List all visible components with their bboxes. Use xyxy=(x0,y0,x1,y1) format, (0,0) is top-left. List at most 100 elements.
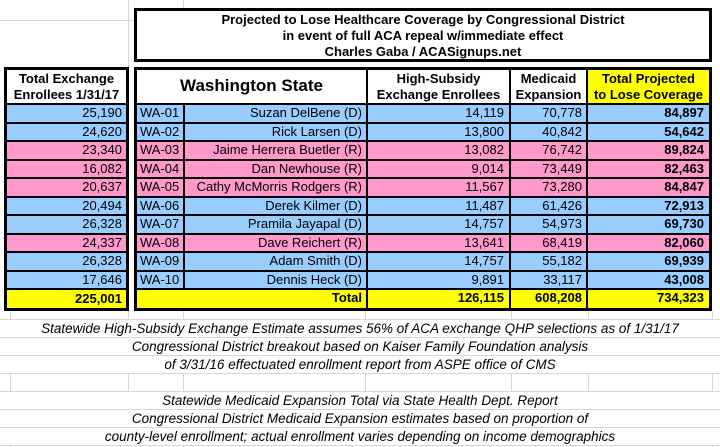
gridline xyxy=(365,373,366,391)
high-subsidy-cell[interactable]: 14,757 xyxy=(366,253,509,270)
exchange-enrollees-cell[interactable]: 20,494 xyxy=(7,197,126,216)
exchange-enrollees-cell[interactable]: 20,637 xyxy=(7,179,126,198)
representative-cell[interactable]: Pramila Jayapal (D) xyxy=(183,216,366,233)
washington-state-header-cell[interactable]: Washington State xyxy=(180,76,323,95)
district-cell[interactable]: WA-02 xyxy=(140,123,180,139)
gridline xyxy=(712,373,713,391)
high-subsidy-cell[interactable]: 11,487 xyxy=(366,197,509,214)
district-cell[interactable]: WA-09 xyxy=(140,253,180,268)
total-coverage-cell[interactable]: 69,730 xyxy=(586,216,709,233)
district-rows: WA-01 Suzan DelBene (D) 14,119 70,778 84,897… xyxy=(137,105,709,290)
gridline xyxy=(588,373,589,391)
high-subsidy-cell[interactable]: 13,641 xyxy=(366,234,509,251)
total-coverage-column-header[interactable]: Total Projected to Lose Coverage xyxy=(586,70,709,103)
representative-cell[interactable]: Jaime Herrera Buetler (R) xyxy=(183,142,366,159)
representative-cell[interactable]: Suzan DelBene (D) xyxy=(183,105,366,122)
total-row: Total 126,115 608,208 734,323 xyxy=(137,290,709,308)
medicaid-cell[interactable]: 68,419 xyxy=(509,234,586,251)
gridline xyxy=(0,409,720,410)
high-subsidy-cell[interactable]: 9,014 xyxy=(366,160,509,177)
district-row: WA-01 Suzan DelBene (D) 14,119 70,778 84,897 xyxy=(137,105,709,124)
medicaid-cell[interactable]: 70,778 xyxy=(509,105,586,122)
footnote-exchange-line-1: Statewide High-Subsidy Exchange Estimate… xyxy=(41,321,679,336)
exchange-enrollees-cell[interactable]: 24,337 xyxy=(7,234,126,253)
district-row: WA-05 Cathy McMorris Rodgers (R) 11,567 73,… xyxy=(137,179,709,198)
medicaid-cell[interactable]: 33,117 xyxy=(509,271,586,288)
total-high-subsidy-cell[interactable]: 126,115 xyxy=(366,290,509,308)
gridline xyxy=(511,373,512,391)
high-subsidy-cell[interactable]: 13,800 xyxy=(366,123,509,140)
total-row-label-cell[interactable]: Total xyxy=(331,290,362,305)
exchange-enrollees-cell[interactable]: 23,340 xyxy=(7,142,126,161)
total-coverage-cell[interactable]: 69,939 xyxy=(586,253,709,270)
table-title-line-3: Charles Gaba / ACASignups.net xyxy=(324,44,522,59)
exchange-enrollees-header-line-1: Total Exchange xyxy=(18,71,115,86)
total-coverage-cell[interactable]: 82,463 xyxy=(586,160,709,177)
representative-cell[interactable]: Dan Newhouse (R) xyxy=(183,160,366,177)
total-coverage-cell[interactable]: 54,642 xyxy=(586,123,709,140)
total-coverage-cell[interactable]: 734,323 xyxy=(586,290,709,308)
representative-cell[interactable]: Dave Reichert (R) xyxy=(183,234,366,251)
total-coverage-cell[interactable]: 84,847 xyxy=(586,179,709,196)
gridline xyxy=(0,355,720,356)
district-row: WA-07 Pramila Jayapal (D) 14,757 54,973 69,7… xyxy=(137,216,709,235)
total-medicaid-cell[interactable]: 608,208 xyxy=(509,290,586,308)
exchange-enrollees-cell[interactable]: 17,646 xyxy=(7,271,126,290)
total-coverage-cell[interactable]: 84,897 xyxy=(586,105,709,122)
gridline xyxy=(183,0,184,8)
representative-cell[interactable]: Cathy McMorris Rodgers (R) xyxy=(183,179,366,196)
medicaid-cell[interactable]: 61,426 xyxy=(509,197,586,214)
medicaid-cell[interactable]: 40,842 xyxy=(509,123,586,140)
representative-cell[interactable]: Rick Larsen (D) xyxy=(183,123,366,140)
high-subsidy-cell[interactable]: 9,891 xyxy=(366,271,509,288)
representative-cell[interactable]: Dennis Heck (D) xyxy=(183,271,366,288)
gridline xyxy=(128,445,129,447)
medicaid-cell[interactable]: 54,973 xyxy=(509,216,586,233)
district-cell[interactable]: WA-07 xyxy=(140,216,180,231)
high-subsidy-cell[interactable]: 13,082 xyxy=(366,142,509,159)
total-coverage-cell[interactable]: 43,008 xyxy=(586,271,709,288)
representative-cell[interactable]: Adam Smith (D) xyxy=(183,253,366,270)
district-cell[interactable]: WA-04 xyxy=(140,160,180,176)
gridline xyxy=(0,337,720,338)
medicaid-column-header[interactable]: Medicaid Expansion xyxy=(509,70,586,103)
exchange-enrollees-cell[interactable]: 26,328 xyxy=(7,253,126,272)
gridline xyxy=(0,20,134,21)
total-coverage-cell[interactable]: 89,824 xyxy=(586,142,709,159)
medicaid-cell[interactable]: 73,449 xyxy=(509,160,586,177)
exchange-enrollees-table: Total Exchange Enrollees 1/31/17 25,190 2… xyxy=(4,67,129,311)
district-row: WA-10 Dennis Heck (D) 9,891 33,117 43,008 xyxy=(137,271,709,290)
gridline xyxy=(183,445,184,447)
district-cell[interactable]: WA-01 xyxy=(140,105,180,120)
high-subsidy-cell[interactable]: 14,757 xyxy=(366,216,509,233)
representative-cell[interactable]: Derek Kilmer (D) xyxy=(183,197,366,214)
district-row: WA-08 Dave Reichert (R) 13,641 68,419 82,060 xyxy=(137,234,709,253)
medicaid-cell[interactable]: 55,182 xyxy=(509,253,586,270)
exchange-enrollees-cell[interactable]: 16,082 xyxy=(7,160,126,179)
exchange-enrollees-cell[interactable]: 25,190 xyxy=(7,105,126,124)
high-subsidy-cell[interactable]: 11,567 xyxy=(366,179,509,196)
exchange-enrollees-cell[interactable]: 26,328 xyxy=(7,216,126,235)
total-coverage-cell[interactable]: 82,060 xyxy=(586,234,709,251)
gridline xyxy=(0,373,720,374)
district-cell[interactable]: WA-05 xyxy=(140,179,180,194)
footnote-exchange-line-2: Congressional District breakout based on… xyxy=(131,339,589,354)
total-coverage-cell[interactable]: 72,913 xyxy=(586,197,709,214)
gridline xyxy=(712,311,713,319)
exchange-enrollees-total-cell[interactable]: 225,001 xyxy=(7,290,126,308)
district-cell[interactable]: WA-10 xyxy=(140,271,180,287)
district-cell[interactable]: WA-08 xyxy=(140,234,180,250)
exchange-enrollees-cell[interactable]: 24,620 xyxy=(7,123,126,142)
district-cell[interactable]: WA-06 xyxy=(140,197,180,213)
high-subsidy-column-header[interactable]: High-Subsidy Exchange Enrollees xyxy=(366,70,509,103)
exchange-enrollees-header[interactable]: Total Exchange Enrollees 1/31/17 xyxy=(7,70,126,105)
table-title-line-2: in event of full ACA repeal w/immediate … xyxy=(282,28,564,43)
district-cell[interactable]: WA-03 xyxy=(140,142,180,157)
medicaid-cell[interactable]: 76,742 xyxy=(509,142,586,159)
gridline xyxy=(588,311,589,319)
gridline xyxy=(10,445,11,447)
district-row: WA-04 Dan Newhouse (R) 9,014 73,449 82,463 xyxy=(137,160,709,179)
medicaid-cell[interactable]: 73,280 xyxy=(509,179,586,196)
gridline xyxy=(0,319,720,320)
high-subsidy-cell[interactable]: 14,119 xyxy=(366,105,509,122)
